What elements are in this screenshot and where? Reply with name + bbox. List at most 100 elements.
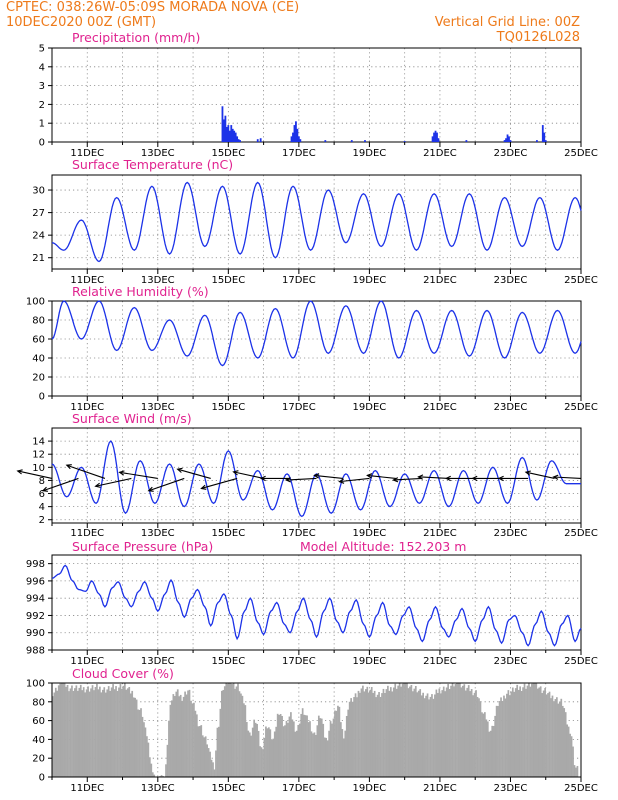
cloud-bar (107, 686, 110, 777)
cloud-bar (519, 686, 521, 777)
cloud-bar (475, 690, 477, 777)
precip-bar (233, 130, 236, 142)
cloud-bar (539, 686, 542, 777)
cloud-bar (456, 683, 458, 777)
x-tick-label: 19DEC (353, 528, 387, 539)
x-tick-label: 17DEC (282, 656, 316, 667)
cloud-bar (394, 683, 397, 777)
y-tick-label: 992 (26, 611, 45, 622)
cloud-bar (68, 691, 70, 777)
precip-bar (296, 128, 299, 142)
cloud-bar (150, 763, 153, 777)
cloud-bar (470, 689, 473, 777)
y-tick-label: 4 (39, 62, 45, 73)
cloud-bar (575, 767, 577, 777)
cloud-bar (523, 683, 526, 777)
cloud-bar (323, 737, 326, 777)
header-date: 10DEC2020 00Z (GMT) (6, 15, 156, 30)
cloud-bar (193, 702, 195, 777)
precip-bar (431, 136, 434, 142)
cloud-bar (423, 698, 426, 777)
cloud-bar (372, 692, 375, 777)
cloud-bar (335, 710, 338, 777)
y-tick-label: 60 (32, 716, 45, 727)
cloud-bar (414, 686, 417, 777)
y-tick-label: 100 (26, 679, 45, 690)
cloud-bar (122, 685, 125, 777)
cloud-bar (322, 723, 325, 777)
cloud-bar (215, 750, 217, 777)
cloud-bar (300, 713, 303, 777)
panel-temperature: 21 24 27 30 11DEC 13DEC 15DEC 17DEC 19DEC 21DEC 23… (32, 157, 598, 286)
panel-cloud: 0 20 40 60 80 100 11DEC 13DEC 15DEC 17DEC 19DEC 21D… (26, 666, 598, 794)
y-tick-label: 40 (32, 354, 45, 365)
precip-bar (350, 140, 353, 142)
cloud-bar (379, 696, 382, 777)
cloud-bar (124, 683, 126, 777)
precip-bar (324, 140, 327, 142)
cloud-bar (216, 727, 219, 777)
wind-arrow (232, 470, 264, 479)
panel-title-humidity: Relative Humidity (%) (72, 284, 209, 299)
cloud-bar (376, 694, 379, 777)
cloud-bar (312, 733, 314, 777)
x-tick-label: 23DEC (494, 528, 528, 539)
precip-bar (543, 132, 546, 142)
cloud-bar (74, 688, 76, 777)
cloud-bar (556, 697, 558, 777)
cloud-bar (576, 765, 579, 777)
cloud-bar (260, 747, 263, 777)
cloud-bar (225, 683, 228, 777)
cloud-bar (551, 695, 554, 777)
precip-bar (541, 125, 544, 142)
cloud-bar (429, 696, 432, 777)
cloud-bar (535, 683, 538, 777)
cloud-bar (364, 689, 367, 777)
precip-bar (224, 115, 227, 142)
cloud-bar (315, 734, 317, 777)
x-tick-label: 11DEC (70, 148, 104, 159)
cloud-bar (347, 709, 350, 777)
y-tick-label: 0 (39, 392, 45, 403)
cloud-bar (373, 690, 376, 777)
y-tick-label: 3 (39, 81, 45, 92)
cloud-bar (245, 722, 248, 777)
cloud-bar (514, 688, 517, 777)
cloud-bar (100, 692, 103, 777)
cloud-bar (478, 698, 480, 777)
x-tick-label: 15DEC (211, 275, 245, 286)
cloud-bar (238, 691, 241, 777)
cloud-bar (197, 726, 200, 777)
cloud-bar (485, 719, 488, 777)
cloud-bar (62, 683, 64, 777)
cloud-bar (137, 709, 139, 777)
cloud-bar (191, 703, 194, 777)
cloud-bar (413, 688, 416, 777)
y-tick-label: 20 (32, 754, 45, 765)
cloud-bar (85, 689, 88, 777)
cloud-bar (375, 697, 377, 777)
cloud-bar (234, 688, 236, 777)
precip-bar (293, 125, 296, 142)
cloud-bar (511, 687, 514, 777)
cloud-bar (454, 683, 457, 777)
cloud-bar (331, 723, 333, 777)
cloud-bar (279, 714, 282, 777)
cloud-bar (266, 728, 269, 777)
cloud-bar (445, 687, 448, 777)
cloud-bar (218, 726, 220, 777)
cloud-bar (292, 721, 295, 777)
cloud-bar (351, 701, 354, 777)
cloud-bar (281, 715, 283, 777)
wind-arrow (41, 477, 79, 492)
plot-frame (51, 47, 582, 143)
cloud-bar (547, 693, 549, 777)
cloud-bar (481, 712, 483, 777)
panel-title-wind: Surface Wind (m/s) (72, 411, 192, 426)
cloud-bar (342, 738, 345, 777)
precip-bar (234, 132, 237, 142)
cloud-bar (406, 683, 408, 777)
precip-bar (465, 140, 468, 142)
model-altitude-annotation: Model Altitude: 152.203 m (300, 539, 466, 554)
cloud-bar (566, 724, 569, 777)
